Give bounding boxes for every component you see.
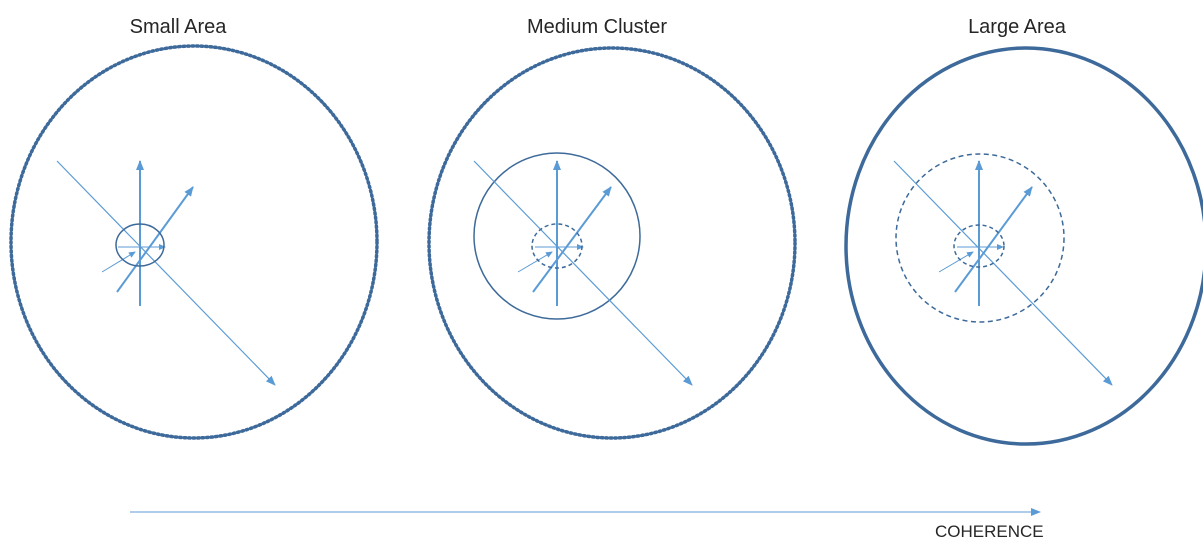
panel-title-medium-cluster: Medium Cluster [527, 16, 667, 38]
inner-ring-dashed [953, 224, 1005, 268]
middle-ring-dashed [895, 153, 1065, 323]
outer-ring-solid [844, 46, 1203, 446]
small-diagonal-arrow [938, 251, 974, 273]
panel-small-area: Small Area [9, 16, 379, 440]
diagonal-down-arrow [473, 160, 693, 386]
small-diagonal-arrow [517, 251, 553, 273]
outer-ring-dotted [427, 46, 797, 440]
inner-ring-dashed [531, 223, 583, 269]
diagonal-up-arrow [116, 186, 194, 293]
small-diagonal-arrow [101, 251, 136, 273]
inner-ring-solid [115, 223, 165, 267]
panel-title-small-area: Small Area [130, 16, 228, 38]
coherence-axis-label: COHERENCE [935, 522, 1044, 540]
diagonal-up-arrow [954, 186, 1033, 293]
coherence-axis: COHERENCE [130, 508, 1044, 540]
outer-ring-dotted [9, 44, 379, 440]
diagonal-down-arrow [893, 160, 1113, 386]
middle-ring-solid [473, 152, 641, 320]
diagonal-up-arrow [532, 186, 612, 293]
panel-medium-cluster: Medium Cluster [427, 16, 797, 440]
panel-title-large-area: Large Area [968, 16, 1067, 38]
diagonal-down-arrow [56, 160, 276, 386]
panel-large-area: Large Area [844, 16, 1203, 446]
